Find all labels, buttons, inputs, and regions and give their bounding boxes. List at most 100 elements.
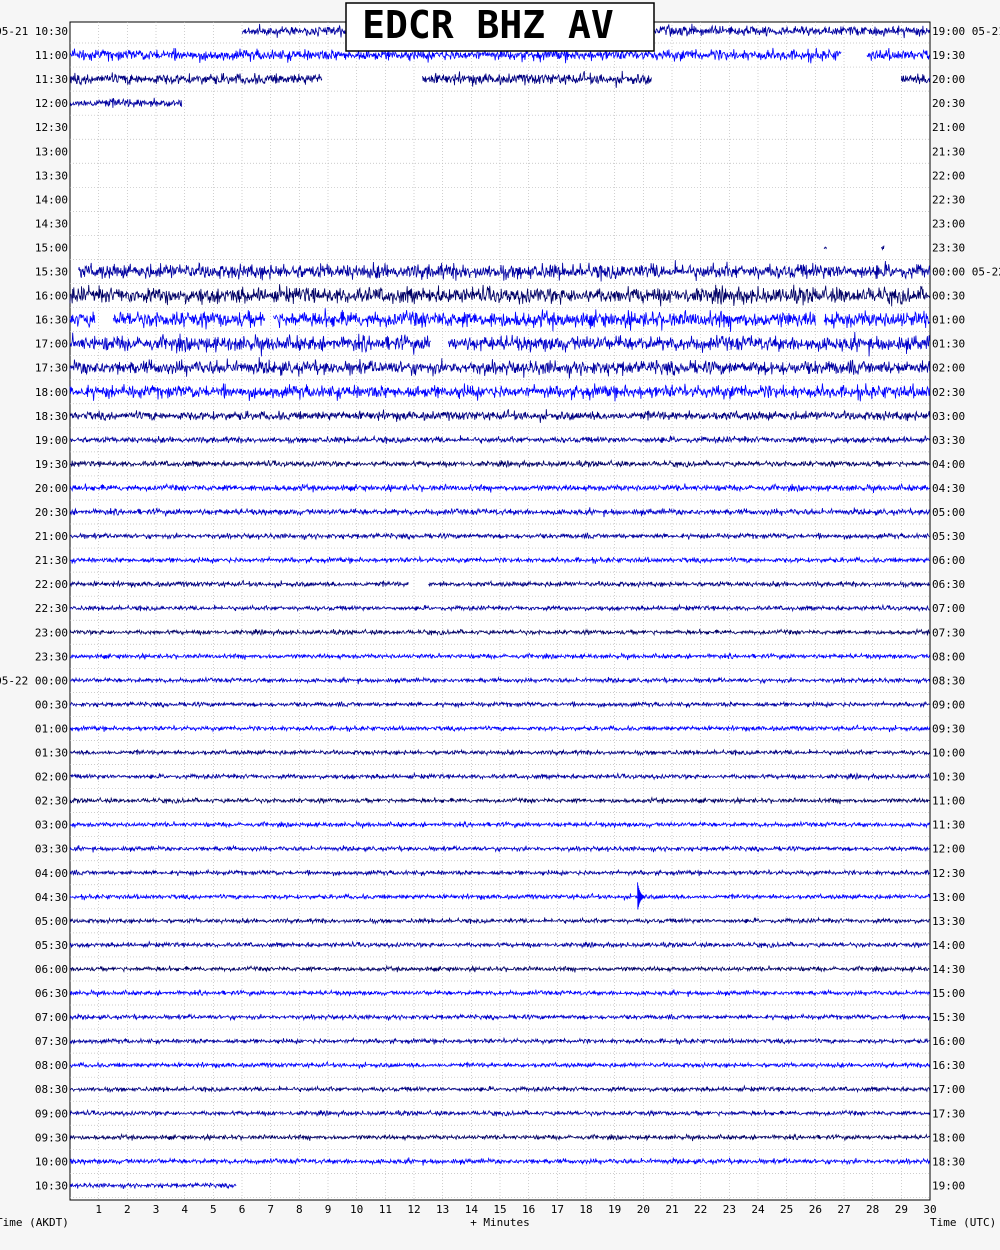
left-time-label: 15:30 — [35, 266, 68, 279]
left-time-label: 16:30 — [35, 314, 68, 327]
x-tick-label: 20 — [637, 1203, 650, 1216]
left-time-label: 09:30 — [35, 1131, 68, 1144]
left-time-label: 16:00 — [35, 290, 68, 303]
right-time-label: 19:00 — [932, 1179, 965, 1192]
trace-line — [69, 1036, 930, 1046]
right-time-label: 15:00 — [932, 987, 965, 1000]
right-time-label: 08:00 — [932, 650, 965, 663]
trace-line — [69, 383, 930, 402]
trace-line — [900, 73, 931, 85]
x-tick-label: 1 — [95, 1203, 102, 1216]
right-time-label: 03:00 — [932, 410, 965, 423]
trace-line — [69, 964, 930, 974]
trace-line — [69, 1132, 930, 1142]
x-tick-label: 14 — [465, 1203, 479, 1216]
left-time-label: 12:30 — [35, 121, 68, 134]
trace-line — [448, 331, 930, 357]
left-time-label: 14:00 — [35, 193, 68, 206]
left-time-label: 03:30 — [35, 843, 68, 856]
left-time-label: 17:00 — [35, 338, 68, 351]
right-time-label: 04:00 — [932, 458, 965, 471]
left-time-label: 20:30 — [35, 506, 68, 519]
trace-line — [69, 482, 930, 494]
right-time-label: 22:00 — [932, 169, 965, 182]
x-tick-label: 26 — [809, 1203, 822, 1216]
right-time-label: 01:30 — [932, 338, 965, 351]
right-time-label: 09:30 — [932, 722, 965, 735]
x-tick-label: 8 — [296, 1203, 303, 1216]
x-tick-label: 3 — [153, 1203, 160, 1216]
x-tick-label: 9 — [325, 1203, 332, 1216]
left-time-label: 19:30 — [35, 458, 68, 471]
right-time-label: 15:30 — [932, 1011, 965, 1024]
trace-line — [70, 97, 183, 108]
trace-line — [69, 555, 930, 565]
right-time-label: 23:30 — [932, 241, 965, 254]
right-time-label: 00:00 05-22 — [932, 266, 1000, 279]
right-time-label: 23:00 — [932, 217, 965, 230]
trace-line — [69, 434, 930, 445]
trace-line — [69, 357, 930, 379]
x-tick-label: 12 — [407, 1203, 420, 1216]
trace-line — [112, 310, 266, 330]
right-time-label: 03:30 — [932, 434, 965, 447]
trace-line — [69, 771, 930, 782]
trace-line — [69, 868, 930, 877]
trace-line — [69, 507, 930, 518]
left-time-label: 04:30 — [35, 891, 68, 904]
left-time-label: 05-22 00:00 — [0, 674, 68, 687]
trace-line — [69, 1060, 930, 1070]
right-time-label: 06:00 — [932, 554, 965, 567]
x-tick-label: 21 — [665, 1203, 678, 1216]
left-time-label: 07:30 — [35, 1035, 68, 1048]
right-time-label: 04:30 — [932, 482, 965, 495]
x-axis-ticks: 1 2 3 4 5 6 7 8 9 10 11 12 13 14 15 16 17 18 19 20 21 22 23 24 2… — [95, 1203, 936, 1216]
trace-line — [69, 700, 930, 709]
right-time-label: 11:30 — [932, 819, 965, 832]
left-time-label: 11:00 — [35, 49, 68, 62]
trace-line — [69, 916, 930, 925]
right-time-label: 18:30 — [932, 1155, 965, 1168]
left-time-label: 11:30 — [35, 73, 68, 86]
left-time-label: 13:00 — [35, 145, 68, 158]
left-time-label: 17:30 — [35, 362, 68, 375]
left-time-label: 05-21 10:30 — [0, 25, 68, 38]
left-time-label: 01:30 — [35, 747, 68, 760]
left-time-label: 15:00 — [35, 241, 68, 254]
x-tick-label: 19 — [608, 1203, 621, 1216]
trace-line — [69, 47, 842, 64]
right-time-label: 17:00 — [932, 1083, 965, 1096]
left-time-label: 18:30 — [35, 410, 68, 423]
seismic-traces — [69, 23, 931, 1190]
left-time-label: 14:30 — [35, 217, 68, 230]
left-time-labels: 05-21 10:30 11:00 11:30 12:00 12:30 13:00 13:3… — [0, 25, 68, 1192]
left-time-label: 08:00 — [35, 1059, 68, 1072]
trace-line — [69, 676, 930, 685]
trace-line — [823, 310, 930, 329]
right-time-label: 09:00 — [932, 698, 965, 711]
left-time-label: 21:00 — [35, 530, 68, 543]
x-tick-label: 7 — [267, 1203, 274, 1216]
right-time-label: 11:00 — [932, 795, 965, 808]
right-time-label: 21:00 — [932, 121, 965, 134]
right-time-label: 07:30 — [932, 626, 965, 639]
right-time-label: 05:30 — [932, 530, 965, 543]
trace-line — [69, 844, 930, 853]
x-axis-label: + Minutes — [470, 1216, 530, 1229]
trace-line — [69, 311, 96, 328]
x-tick-label: 18 — [579, 1203, 592, 1216]
left-time-label: 23:00 — [35, 626, 68, 639]
x-tick-label: 23 — [723, 1203, 736, 1216]
trace-line — [70, 532, 930, 541]
left-time-label: 22:30 — [35, 602, 68, 615]
left-axis-title: Time (AKDT) — [0, 1216, 69, 1229]
x-tick-label: 17 — [551, 1203, 564, 1216]
left-time-label: 20:00 — [35, 482, 68, 495]
x-tick-label: 28 — [866, 1203, 879, 1216]
x-tick-label: 2 — [124, 1203, 131, 1216]
left-time-label: 06:30 — [35, 987, 68, 1000]
trace-line — [69, 1084, 930, 1094]
trace-line — [69, 603, 930, 613]
right-time-label: 22:30 — [932, 193, 965, 206]
